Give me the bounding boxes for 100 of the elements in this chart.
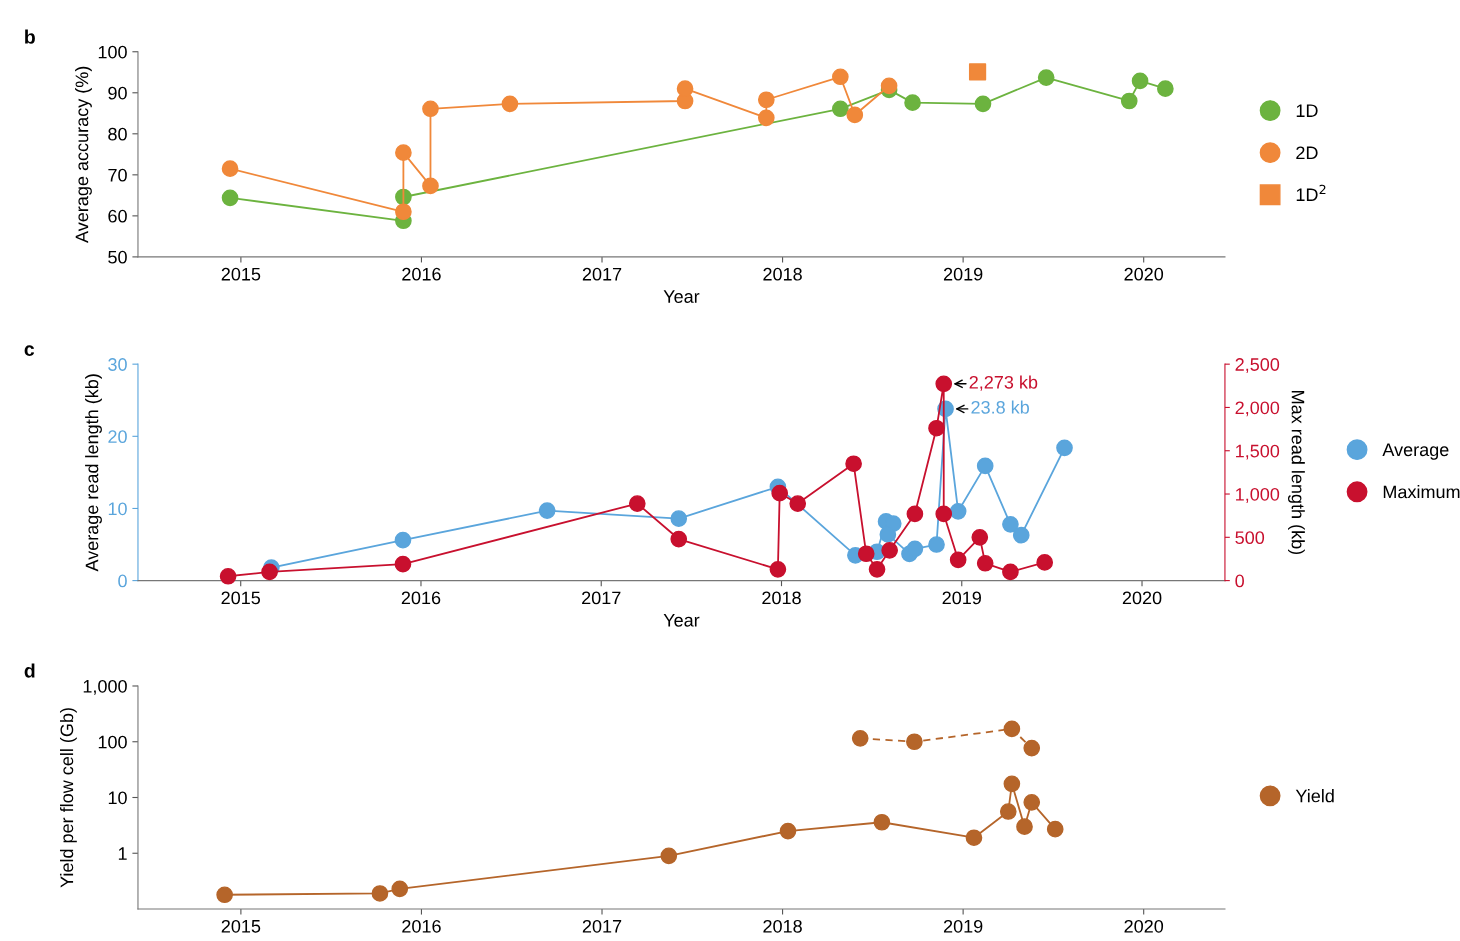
x-tick-label: 2017 [582,919,622,933]
annotation: 23.8 kb [971,400,1030,414]
point [628,495,646,512]
point [221,189,239,207]
point [968,63,987,81]
point [976,457,994,475]
point [670,530,688,548]
y-tick-label: 90 [108,86,127,100]
point [757,109,775,127]
y-tick-label: 100 [98,45,127,59]
y2-tick-label: 0 [1235,574,1244,588]
point [904,94,921,111]
point [976,554,994,572]
point [974,95,992,113]
point [999,803,1017,820]
y-tick-label: 1 [118,847,127,860]
x-tick-label: 2017 [582,267,622,281]
point [1023,793,1041,811]
point [789,495,807,512]
y-tick-label: 30 [108,358,127,371]
legend-label: 2D [1296,146,1318,159]
point [1012,526,1030,544]
legend-label: Average [1382,443,1449,460]
x-tick-label: 2016 [402,267,441,281]
x-tick-label: 2018 [763,919,802,933]
point [935,375,953,393]
point [538,502,556,519]
point [1131,72,1149,90]
point [769,561,787,578]
x-tick-label: 2020 [1124,267,1164,281]
x-tick-label: 2016 [401,591,441,605]
x-tick-label: 2015 [221,267,261,281]
point [422,100,439,118]
point [391,880,409,898]
y-tick-label: 10 [108,791,127,805]
y-axis-title: Yield per flow cell (Gb) [59,708,77,888]
point [1023,739,1041,757]
point [1046,820,1064,838]
y2-axis-title: Max read length (kb) [1288,391,1305,555]
point [971,528,989,546]
point [1036,554,1054,571]
point [221,160,239,178]
point [261,563,278,581]
y-tick-label: 10 [108,502,127,516]
point [949,551,967,569]
point [928,419,945,437]
x-tick-label: 2018 [763,267,802,281]
point [881,541,898,559]
point [1016,818,1033,835]
point [1056,439,1073,457]
y-tick-label: 60 [108,209,127,223]
x-tick-label: 2020 [1124,919,1164,933]
legend-label: 1D$^{2}$ [1296,184,1326,201]
point [906,733,923,751]
x-tick-label: 2020 [1122,591,1162,605]
point [1003,720,1021,738]
point [501,95,519,113]
x-tick-label: 2015 [221,919,261,933]
y-axis-title: Average accuracy (%) [75,66,92,243]
x-tick-label: 2015 [221,591,261,605]
point [846,106,864,124]
x-axis-title: Year [663,614,700,627]
point [868,561,886,578]
point [949,503,967,520]
annotation: 2,273 kb [969,375,1038,391]
chart-title: d [24,663,35,678]
x-tick-label: 2019 [943,919,983,933]
y-tick-label: 1,000 [83,679,127,695]
point [395,203,412,221]
point [906,540,924,558]
y2-tick-label: 500 [1235,531,1265,545]
point [873,813,891,831]
y-axis-title: Average read length (kb) [85,374,102,572]
point [832,100,849,118]
point [880,77,898,95]
y2-tick-label: 1,000 [1236,487,1280,503]
point [879,526,897,543]
point [928,536,945,553]
point [845,455,862,473]
y-tick-label: 70 [108,168,127,182]
y2-tick-label: 1,500 [1236,444,1280,460]
point [1037,69,1055,86]
x-tick-label: 2019 [943,267,983,281]
point [394,555,412,573]
point [906,505,924,523]
point [779,822,797,840]
x-tick-label: 2017 [582,591,621,605]
point [832,68,849,86]
x-axis-title: Year [663,290,700,303]
point [394,531,412,549]
x-tick-label: 2018 [762,591,801,605]
y2-tick-label: 2,500 [1235,358,1280,374]
point [851,730,869,747]
y-tick-label: 20 [108,430,127,444]
legend-label: 1D [1296,104,1318,117]
x-tick-label: 2016 [402,919,441,933]
point [965,829,983,847]
point [395,144,412,162]
y2-tick-label: 2,000 [1235,401,1280,417]
point [371,885,389,902]
